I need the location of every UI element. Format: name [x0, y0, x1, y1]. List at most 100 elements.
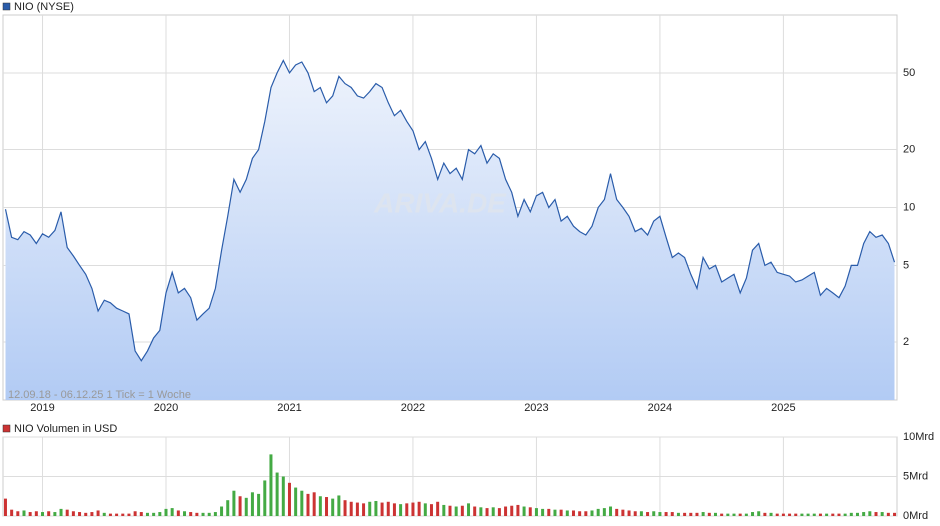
volume-bar	[627, 510, 631, 516]
legend-label: NIO (NYSE)	[14, 1, 74, 13]
y-tick-label: 5Mrd	[903, 470, 928, 482]
volume-bar	[862, 512, 866, 516]
volume-bar	[232, 490, 236, 516]
volume-bar	[158, 512, 162, 516]
range-annotation: 12.09.18 - 06.12.25 1 Tick = 1 Woche	[8, 389, 191, 401]
volume-bar	[121, 513, 125, 516]
volume-bar	[849, 512, 853, 516]
volume-bar	[757, 511, 761, 516]
volume-bar	[362, 503, 366, 516]
y-tick-label: 0Mrd	[903, 510, 928, 522]
x-tick-label: 2023	[524, 402, 548, 414]
volume-bar	[195, 512, 199, 516]
y-tick-label: 10	[903, 201, 915, 213]
volume-bar	[337, 495, 341, 516]
volume-bar	[491, 507, 495, 516]
volume-bar	[312, 492, 316, 516]
volume-bar	[287, 482, 291, 516]
volume-bar	[429, 504, 433, 516]
volume-bar	[102, 512, 106, 516]
volume-bar	[584, 511, 588, 516]
volume-bar	[115, 513, 119, 516]
volume-bar	[825, 513, 829, 516]
volume-bar	[658, 512, 662, 516]
price-line	[4, 59, 896, 362]
volume-bar	[633, 511, 637, 516]
volume-bar	[318, 496, 322, 516]
volume-bar	[831, 513, 835, 516]
volume-bar	[775, 513, 779, 516]
y-tick-label: 50	[903, 67, 915, 79]
volume-bar	[16, 511, 20, 516]
volume-bar	[355, 502, 359, 516]
volume-bar	[683, 512, 687, 516]
volume-bar	[139, 512, 143, 516]
volume-bar	[639, 511, 643, 516]
volume-bar	[855, 512, 859, 516]
watermark: ARIVA.DE	[373, 187, 507, 218]
volume-bar	[145, 512, 149, 516]
volume-bar	[152, 512, 156, 516]
x-tick-label: 2019	[30, 402, 54, 414]
volume-bar	[596, 508, 600, 516]
volume-bar	[664, 512, 668, 516]
volume-bar	[528, 507, 532, 516]
volume-bar	[485, 508, 489, 516]
volume-bar	[374, 500, 378, 516]
volume-bar	[886, 512, 890, 516]
volume-bar	[183, 511, 187, 516]
legend-swatch	[2, 424, 11, 433]
y-tick-label: 5	[903, 259, 909, 271]
y-tick-label: 2	[903, 336, 909, 348]
volume-bar	[467, 503, 471, 516]
volume-bar	[59, 508, 63, 516]
volume-bar	[28, 512, 32, 516]
volume-bar	[176, 510, 180, 516]
volume-bar	[405, 503, 409, 516]
volume-bar	[547, 508, 551, 516]
volume-bar	[448, 505, 452, 516]
volume-bar	[244, 497, 248, 516]
volume-bar	[454, 506, 458, 516]
volume-bar	[578, 511, 582, 516]
volume-bar	[269, 454, 273, 516]
volume-bar	[812, 513, 816, 516]
volume-bar	[720, 513, 724, 516]
price-area	[5, 60, 895, 400]
volume-bar	[837, 513, 841, 516]
volume-bar	[306, 493, 310, 516]
volume-bar	[263, 480, 267, 516]
volume-bar	[522, 506, 526, 516]
volume-bar	[71, 511, 75, 516]
volume-bar	[250, 492, 254, 516]
volume-bar	[880, 512, 884, 516]
volume-bar	[411, 502, 415, 516]
volume-bar	[646, 512, 650, 516]
legend-swatch	[2, 2, 11, 11]
volume-bar	[65, 509, 69, 516]
volume-bar	[275, 472, 279, 516]
volume-bar	[281, 476, 285, 516]
y-tick-label: 20	[903, 143, 915, 155]
volume-bar	[781, 513, 785, 516]
volume-bar	[331, 498, 335, 516]
volume-bar	[300, 490, 304, 516]
volume-bar	[707, 512, 711, 516]
volume-bar	[652, 511, 656, 516]
volume-bar	[53, 512, 57, 516]
volume-bar	[504, 506, 508, 516]
x-tick-label: 2022	[401, 402, 425, 414]
volume-bar	[689, 512, 693, 516]
volume-bar	[164, 508, 168, 516]
volume-bar	[343, 500, 347, 516]
volume-bar	[207, 512, 211, 516]
volume-bar	[189, 512, 193, 516]
volume-bar	[349, 501, 353, 516]
volume-bar	[3, 498, 7, 516]
volume-bar	[226, 500, 230, 516]
volume-bar	[788, 513, 792, 516]
x-tick-label: 2025	[771, 402, 795, 414]
volume-bar	[893, 512, 897, 516]
volume-bar	[744, 513, 748, 516]
volume-bar	[713, 512, 717, 516]
